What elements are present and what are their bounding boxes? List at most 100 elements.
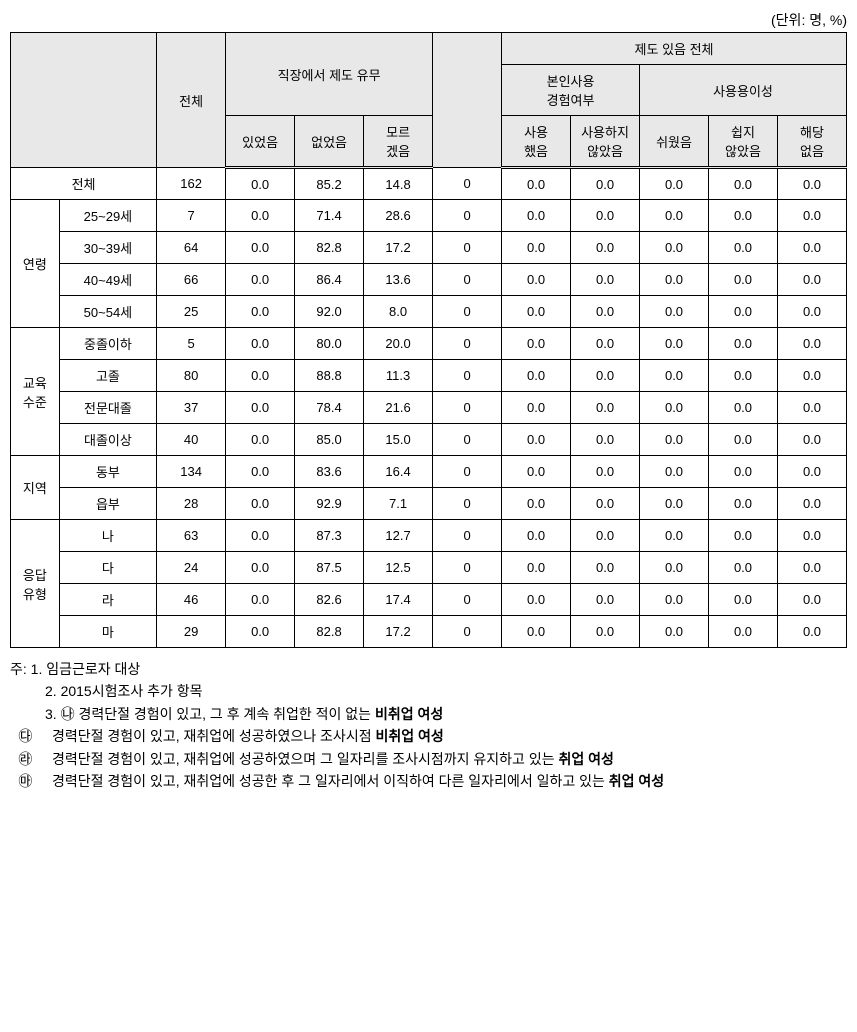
data-cell: 0: [433, 456, 502, 488]
data-cell: 0.0: [709, 584, 778, 616]
data-cell: 0.0: [226, 296, 295, 328]
data-cell: 0.0: [709, 488, 778, 520]
data-cell: 0.0: [777, 360, 846, 392]
data-cell: 0.0: [640, 264, 709, 296]
note-2: 2. 2015시험조사 추가 항목: [10, 680, 847, 702]
data-cell: 0.0: [640, 584, 709, 616]
header-easy: 쉬웠음: [640, 116, 709, 168]
header-na: 해당없음: [777, 116, 846, 168]
row-group-label: 연령: [11, 200, 60, 328]
note-sub-text: 경력단절 경험이 있고, 재취업에 성공한 후 그 일자리에서 이직하여 다른 …: [52, 773, 609, 789]
note-sub-text: 경력단절 경험이 있고, 재취업에 성공하였으며 그 일자리를 조사시점까지 유…: [52, 751, 555, 767]
note-3: 3. ㉯ 경력단절 경험이 있고, 그 후 계속 취업한 적이 없는 비취업 여…: [10, 703, 847, 725]
data-cell: 0.0: [640, 360, 709, 392]
data-cell: 0.0: [640, 168, 709, 200]
data-cell: 88.8: [295, 360, 364, 392]
data-cell: 46: [157, 584, 226, 616]
note-1-text: 1. 임금근로자 대상: [31, 661, 141, 677]
data-cell: 0.0: [502, 520, 571, 552]
data-cell: 0.0: [777, 232, 846, 264]
data-cell: 92.9: [295, 488, 364, 520]
data-cell: 0.0: [777, 488, 846, 520]
table-header: 전체 직장에서 제도 유무 제도 있음 전체 본인사용경험여부 사용용이성 있었…: [11, 33, 847, 168]
data-cell: 71.4: [295, 200, 364, 232]
data-cell: 0: [433, 584, 502, 616]
data-cell: 0.0: [571, 296, 640, 328]
data-cell: 0.0: [502, 296, 571, 328]
data-cell: 82.8: [295, 616, 364, 648]
data-cell: 0.0: [571, 584, 640, 616]
data-cell: 0.0: [640, 424, 709, 456]
data-cell: 0: [433, 616, 502, 648]
table-row: 전체1620.085.214.800.00.00.00.00.0: [11, 168, 847, 200]
note-sub-bold: 비취업 여성: [375, 728, 443, 744]
data-cell: 0.0: [571, 616, 640, 648]
data-cell: 0.0: [226, 488, 295, 520]
data-cell: 0: [433, 392, 502, 424]
data-cell: 40: [157, 424, 226, 456]
data-cell: 0.0: [571, 488, 640, 520]
table-row: 라460.082.617.400.00.00.00.00.0: [11, 584, 847, 616]
data-cell: 0: [433, 520, 502, 552]
data-cell: 13.6: [364, 264, 433, 296]
data-cell: 0.0: [640, 488, 709, 520]
data-cell: 85.2: [295, 168, 364, 200]
data-cell: 63: [157, 520, 226, 552]
data-cell: 162: [157, 168, 226, 200]
data-cell: 0.0: [709, 232, 778, 264]
data-cell: 0.0: [502, 488, 571, 520]
data-cell: 0.0: [226, 232, 295, 264]
data-cell: 0.0: [709, 264, 778, 296]
table-row: 전문대졸370.078.421.600.00.00.00.00.0: [11, 392, 847, 424]
data-cell: 0.0: [502, 168, 571, 200]
data-cell: 0: [433, 552, 502, 584]
data-cell: 0.0: [709, 456, 778, 488]
row-group-label: 응답유형: [11, 520, 60, 648]
data-cell: 0.0: [709, 296, 778, 328]
data-cell: 24: [157, 552, 226, 584]
data-cell: 0.0: [571, 168, 640, 200]
row-sublabel: 25~29세: [59, 200, 156, 232]
data-cell: 0.0: [226, 392, 295, 424]
data-cell: 7.1: [364, 488, 433, 520]
row-sublabel: 대졸이상: [59, 424, 156, 456]
data-cell: 0: [433, 360, 502, 392]
data-cell: 0.0: [502, 424, 571, 456]
data-cell: 82.6: [295, 584, 364, 616]
data-cell: 0.0: [571, 264, 640, 296]
row-sublabel: 전문대졸: [59, 392, 156, 424]
row-sublabel: 고졸: [59, 360, 156, 392]
data-cell: 0.0: [226, 584, 295, 616]
note-sub-bold: 취업 여성: [609, 773, 664, 789]
header-not-had: 없었음: [295, 116, 364, 168]
data-cell: 0.0: [640, 200, 709, 232]
data-cell: 0.0: [777, 552, 846, 584]
data-cell: 0.0: [777, 456, 846, 488]
data-cell: 0.0: [640, 456, 709, 488]
data-cell: 0.0: [226, 424, 295, 456]
data-cell: 0.0: [226, 264, 295, 296]
data-cell: 0.0: [777, 616, 846, 648]
header-system-exists: 제도 있음 전체: [502, 33, 847, 65]
data-cell: 0.0: [571, 456, 640, 488]
data-cell: 8.0: [364, 296, 433, 328]
data-cell: 17.2: [364, 232, 433, 264]
data-cell: 0.0: [226, 328, 295, 360]
table-row: 대졸이상400.085.015.000.00.00.00.00.0: [11, 424, 847, 456]
data-cell: 0.0: [226, 520, 295, 552]
data-cell: 0.0: [709, 360, 778, 392]
row-label-total: 전체: [11, 168, 157, 200]
data-cell: 0.0: [640, 232, 709, 264]
data-cell: 0.0: [502, 360, 571, 392]
data-cell: 0.0: [709, 552, 778, 584]
note-sub-mark: ㉱: [35, 748, 52, 770]
data-cell: 134: [157, 456, 226, 488]
data-cell: 21.6: [364, 392, 433, 424]
data-cell: 80.0: [295, 328, 364, 360]
data-cell: 16.4: [364, 456, 433, 488]
data-cell: 0.0: [709, 328, 778, 360]
data-cell: 0.0: [777, 200, 846, 232]
note-sub: ㉰ 경력단절 경험이 있고, 재취업에 성공하였으나 조사시점 비취업 여성: [10, 725, 847, 747]
data-cell: 0.0: [709, 616, 778, 648]
note-3-bold: 비취업 여성: [375, 706, 443, 722]
